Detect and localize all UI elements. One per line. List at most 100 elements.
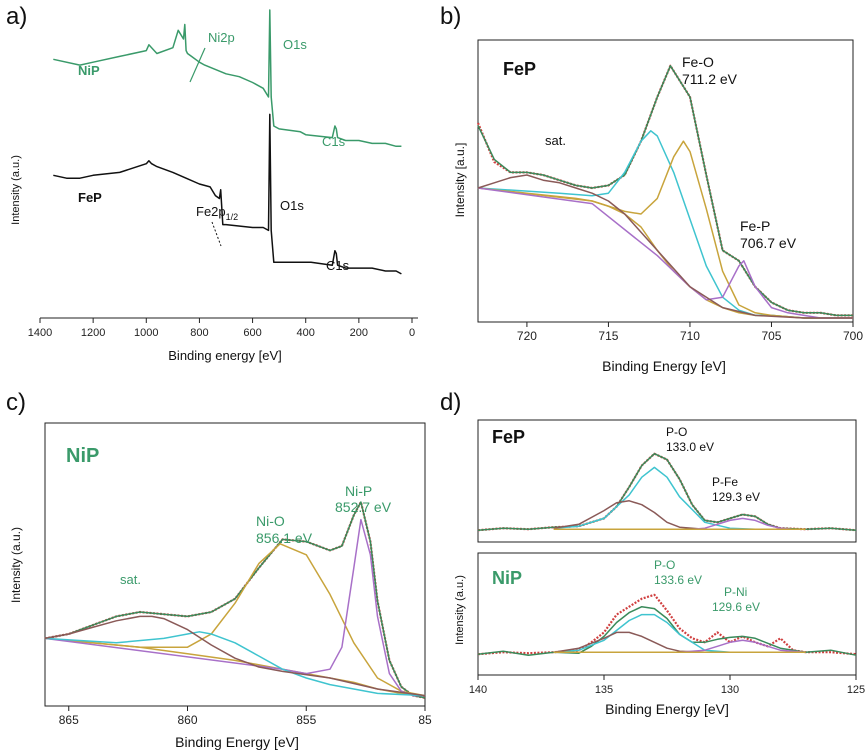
d-fep-series-p-o <box>553 466 756 530</box>
c-tick-label-3: 85 <box>418 713 432 727</box>
d-nip-series-p-ni <box>679 639 806 653</box>
b-series-fe-o <box>477 130 853 319</box>
panel-title-b: FeP <box>503 59 536 79</box>
b-series-raw <box>476 64 853 317</box>
panel-b: b) 720 715 710 705 700 Binding Energy [eV] I… <box>440 3 863 374</box>
c-series-cyan <box>44 631 426 697</box>
d-fep-series-p-fe <box>692 517 794 530</box>
legend-nip-a: NiP <box>78 63 100 78</box>
a-tick-label-5: 400 <box>297 327 315 339</box>
x-axis-label-a: Binding energy [eV] <box>168 348 281 363</box>
c-series-envelope <box>44 501 426 699</box>
a-tick-label-3: 800 <box>190 327 208 339</box>
b-tick-label-3: 705 <box>761 329 781 343</box>
legend-fep-a: FeP <box>78 190 102 205</box>
series-b <box>476 64 853 319</box>
annotation-p-o-nip: P-O <box>654 558 675 572</box>
c-series-ni-o <box>44 543 426 697</box>
y-axis-label-a: Intensity (a.u.) <box>10 155 22 225</box>
x-axis-label-b: Binding Energy [eV] <box>602 358 726 374</box>
panel-title-d-nip: NiP <box>492 568 522 588</box>
a-series-nip <box>53 9 402 148</box>
a-tick-label-7: 0 <box>409 327 415 339</box>
a-tick-label-6: 200 <box>350 327 368 339</box>
b-series-fe-o-2 <box>477 140 853 319</box>
plot-frame-c <box>44 422 426 707</box>
b-series-background <box>477 187 853 319</box>
c-series-satellite <box>44 615 426 697</box>
series-c <box>44 500 426 699</box>
panel-title-c: NiP <box>66 445 99 467</box>
plot-frame-d-top <box>477 419 857 543</box>
panel-label-d: d) <box>440 389 461 416</box>
annotation-sat-c: sat. <box>120 572 141 587</box>
d-tick-label-0: 140 <box>469 684 487 696</box>
panel-c: c) 865 860 855 85 Binding Energy [eV] Inten… <box>6 389 432 750</box>
annotation-fe-o-value: 711.2 eV <box>682 71 738 87</box>
a-tick-label-1: 1200 <box>81 327 105 339</box>
panel-label-a: a) <box>6 3 27 30</box>
c-tick-label-0: 865 <box>59 713 79 727</box>
d-tick-label-1: 135 <box>595 684 613 696</box>
annotation-p-fe: P-Fe <box>712 475 738 489</box>
series-d-bottom <box>477 593 857 656</box>
b-series-fe-p <box>477 187 853 319</box>
d-nip-series-p-o <box>553 613 756 653</box>
d-tick-label-2: 130 <box>721 684 739 696</box>
x-axis-label-c: Binding Energy [eV] <box>175 734 299 750</box>
y-axis-label-b: Intensity [a.u.] <box>453 143 467 218</box>
d-fep-series-p-o-2 <box>553 500 730 530</box>
annotation-p-fe-value: 129.3 eV <box>712 490 760 504</box>
c-tick-label-2: 855 <box>296 713 316 727</box>
annotation-o1s-nip: O1s <box>283 37 307 52</box>
panel-label-c: c) <box>6 389 26 416</box>
annotation-ni-p-value: 852.7 eV <box>335 499 392 515</box>
d-nip-series-p-o-2 <box>553 631 705 653</box>
arrow-fe2p <box>211 221 222 247</box>
d-fep-series-raw <box>477 452 857 532</box>
panel-d: d) 140 135 130 125 Binding Energy [eV] Inte… <box>440 389 865 717</box>
annotation-sat-b: sat. <box>545 133 566 148</box>
annotation-ni-o: Ni-O <box>256 513 285 529</box>
annotation-p-o-fep: P-O <box>666 425 687 439</box>
annotation-ni2p: Ni2p <box>208 30 235 45</box>
b-series-satellite <box>477 174 853 319</box>
annotation-o1s-fep: O1s <box>280 198 304 213</box>
a-series-fep <box>53 113 402 275</box>
a-tick-label-2: 1000 <box>134 327 158 339</box>
annotation-p-ni-value: 129.6 eV <box>712 600 760 614</box>
a-tick-label-4: 600 <box>243 327 261 339</box>
annotation-fe2p: Fe2p1/2 <box>196 204 238 222</box>
b-tick-label-4: 700 <box>843 329 863 343</box>
series-d-top <box>477 452 857 532</box>
d-fep-series-envelope <box>477 452 857 531</box>
annotation-ni-p: Ni-P <box>345 483 372 499</box>
ticks-a: 1400 1200 1000 800 600 400 200 0 <box>28 318 415 339</box>
y-axis-label-c: Intensity (a.u.) <box>9 527 23 603</box>
annotation-fe-o: Fe-O <box>682 54 714 70</box>
d-nip-series-raw <box>477 593 857 656</box>
plot-frame-b <box>477 39 854 323</box>
x-axis-label-d: Binding Energy [eV] <box>605 701 729 717</box>
annotation-p-o-fep-value: 133.0 eV <box>666 440 714 454</box>
annotation-fe-p: Fe-P <box>740 218 770 234</box>
annotation-p-ni: P-Ni <box>724 585 747 599</box>
c-tick-label-1: 860 <box>177 713 197 727</box>
b-tick-label-0: 720 <box>517 329 537 343</box>
ticks-d: 140 135 130 125 <box>469 675 865 696</box>
plot-frame-d-bottom <box>477 552 857 676</box>
ticks-b: 720 715 710 705 700 <box>517 322 863 343</box>
b-tick-label-1: 715 <box>598 329 618 343</box>
d-tick-label-3: 125 <box>847 684 865 696</box>
panel-label-b: b) <box>440 3 461 30</box>
panel-title-d-fep: FeP <box>492 427 525 447</box>
annotation-c1s-fep: C1s <box>326 258 350 273</box>
panel-a: a) 1400 1200 1000 800 600 400 200 0 Binding ene… <box>6 3 418 363</box>
b-series-envelope <box>477 65 853 317</box>
series-a <box>53 9 402 275</box>
annotation-c1s-nip: C1s <box>322 134 346 149</box>
y-axis-label-d: Intensity (a.u.) <box>454 575 466 645</box>
b-tick-label-2: 710 <box>680 329 700 343</box>
annotation-p-o-nip-value: 133.6 eV <box>654 573 702 587</box>
